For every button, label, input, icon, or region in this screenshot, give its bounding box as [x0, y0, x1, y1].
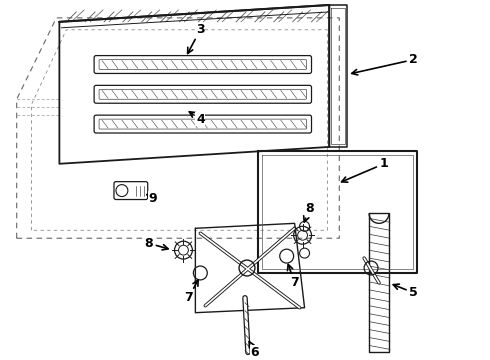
Text: 5: 5: [393, 284, 418, 299]
Text: 9: 9: [147, 192, 157, 205]
Text: 7: 7: [184, 280, 198, 304]
Text: 8: 8: [304, 202, 314, 222]
FancyBboxPatch shape: [114, 182, 147, 199]
FancyBboxPatch shape: [99, 119, 307, 129]
FancyBboxPatch shape: [94, 55, 312, 73]
Text: 2: 2: [352, 53, 418, 75]
FancyBboxPatch shape: [99, 59, 307, 69]
FancyBboxPatch shape: [99, 89, 307, 99]
Text: 7: 7: [288, 265, 299, 289]
Text: 4: 4: [189, 112, 205, 126]
FancyBboxPatch shape: [94, 85, 312, 103]
Text: 6: 6: [249, 342, 259, 359]
Text: 3: 3: [188, 23, 205, 54]
Text: 1: 1: [342, 157, 389, 182]
FancyBboxPatch shape: [94, 115, 312, 133]
Text: 8: 8: [145, 237, 168, 250]
